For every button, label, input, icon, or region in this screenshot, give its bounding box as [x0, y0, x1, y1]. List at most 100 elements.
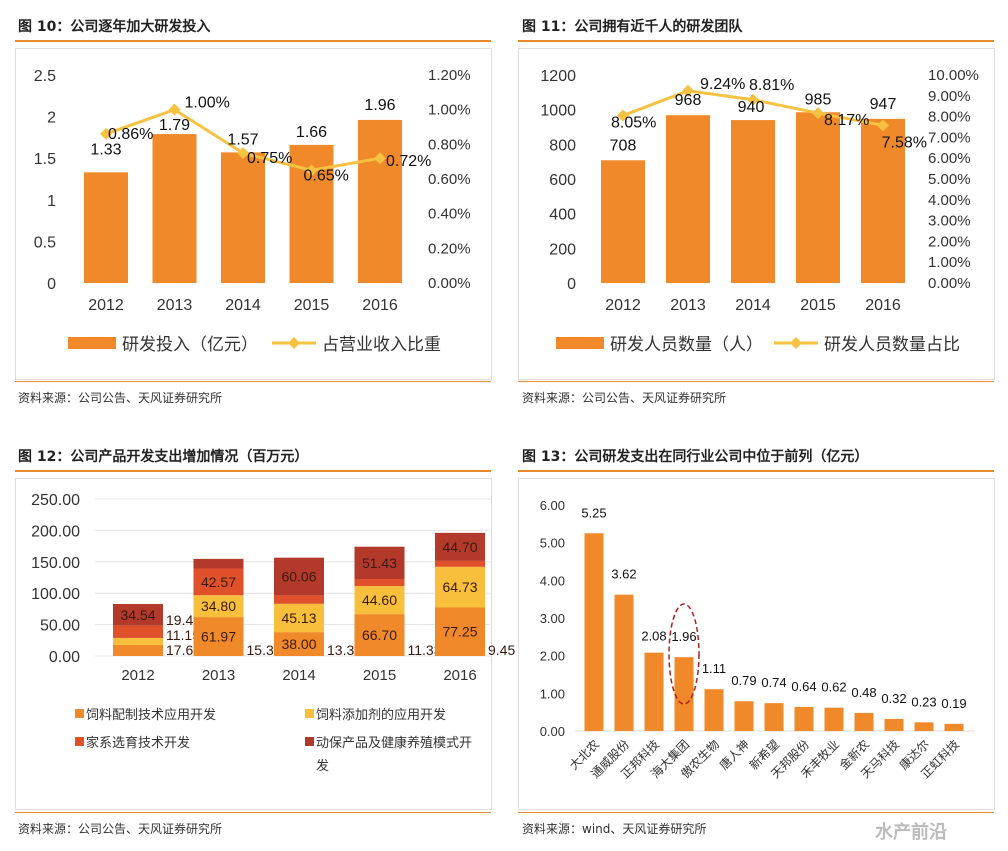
legend-label: 动保产品及健康养殖模式开 [316, 735, 472, 750]
legend-label: 饲料添加剂的应用开发 [316, 707, 446, 722]
bar [152, 134, 197, 283]
segment-data-label: 77.25 [442, 624, 477, 640]
bar-data-label: 985 [805, 91, 832, 108]
y-tick-label: 4.00 [540, 573, 565, 588]
bar-data-label: 5.25 [581, 505, 606, 520]
divider [15, 381, 491, 382]
bar-data-label: 1.96 [671, 629, 696, 644]
bar-data-label: 1.33 [90, 141, 121, 158]
segment-data-label: 15.32 [247, 642, 282, 658]
line-marker [168, 103, 181, 116]
legend-swatch-bar [68, 337, 116, 349]
stacked-bar-segment [274, 603, 324, 633]
legend-label-continued: 发 [316, 758, 329, 773]
bar [674, 657, 694, 731]
y-tick-label: 1.5 [34, 151, 56, 168]
y-tick-label: 2 [47, 110, 56, 127]
segment-data-label: 38.00 [281, 636, 316, 652]
x-tick-label: 2015 [800, 297, 836, 314]
segment-data-label: 64.73 [442, 579, 477, 595]
y-tick-label: 50.00 [40, 618, 80, 635]
stacked-bar-segment [354, 586, 405, 615]
segment-data-label: 11.15 [166, 627, 200, 643]
x-tick-label: 唐人神 [716, 737, 752, 773]
y2-tick-label: 1.20% [428, 67, 471, 84]
y2-tick-label: 3.00% [928, 213, 971, 230]
line-marker [237, 147, 249, 159]
bar [861, 118, 905, 283]
x-tick-label: 2014 [735, 297, 771, 314]
y-tick-label: 5.00 [540, 536, 565, 551]
x-tick-label: 2016 [443, 667, 476, 684]
figure-12-title: 图 12：公司产品开发支出增加情况（百万元） [18, 449, 309, 465]
bar [358, 119, 402, 283]
x-tick-label: 2016 [362, 297, 398, 314]
segment-data-label: 44.60 [362, 592, 397, 608]
figure-13-frame [518, 478, 995, 810]
segment-data-label: 34.54 [120, 607, 155, 623]
segment-data-label: 19.48 [166, 612, 201, 628]
highlight-ellipse [668, 603, 700, 705]
stacked-bar-segment [193, 568, 244, 596]
segment-data-label: 17.62 [166, 642, 201, 658]
stacked-bar-segment [435, 566, 485, 608]
y-tick-label: 800 [549, 137, 576, 154]
line-marker [305, 164, 318, 177]
segment-data-label: 61.97 [201, 629, 236, 645]
y2-tick-label: 5.00% [928, 171, 971, 188]
y-tick-label: 200 [549, 241, 576, 258]
bar-data-label: 0.19 [941, 696, 966, 711]
figure-10-source: 资料来源：公司公告、天风证券研究所 [18, 391, 223, 405]
line-data-label: 8.05% [611, 115, 656, 132]
line-marker [812, 107, 824, 120]
legend-marker [790, 337, 802, 349]
stacked-bar-segment [354, 578, 405, 587]
bar [601, 160, 645, 283]
legend-label: 饲料配制技术应用开发 [86, 707, 216, 722]
y-tick-label: 0 [567, 276, 576, 293]
y-tick-label: 150.00 [31, 555, 80, 572]
y-tick-label: 1.00 [540, 686, 565, 701]
bar-data-label: 0.74 [761, 675, 786, 690]
x-tick-label: 2013 [670, 297, 706, 314]
bar-data-label: 1.11 [702, 661, 726, 676]
stacked-bar-segment [113, 625, 163, 638]
line-marker [747, 93, 759, 106]
legend-swatch [75, 709, 84, 718]
legend-label: 研发人员数量（人） [610, 335, 763, 354]
y2-tick-label: 7.00% [928, 129, 971, 146]
stacked-bar-segment [435, 560, 485, 567]
y-tick-label: 0.00 [540, 724, 565, 739]
segment-data-label: 11.33 [408, 642, 442, 658]
bar [84, 172, 128, 283]
legend-swatch [75, 737, 84, 746]
bar [666, 115, 710, 283]
bar-data-label: 0.48 [851, 685, 876, 700]
line-data-label: 8.17% [824, 112, 869, 129]
y2-tick-label: 0.60% [428, 171, 471, 188]
legend-label: 家系选育技术开发 [86, 735, 190, 750]
y2-tick-label: 2.00% [928, 233, 971, 250]
line-data-label: 0.72% [386, 153, 431, 170]
bar [854, 712, 874, 731]
stacked-bar-segment [354, 546, 405, 579]
y2-tick-label: 4.00% [928, 192, 971, 209]
y-tick-label: 3.00 [540, 611, 565, 626]
legend-swatch [305, 737, 314, 746]
bar-data-label: 0.62 [821, 680, 846, 695]
bar-data-label: 2.08 [641, 629, 666, 644]
line-data-label: 9.24% [700, 76, 745, 93]
bar-data-label: 0.79 [731, 673, 756, 688]
legend-marker [288, 337, 300, 349]
y-tick-label: 1200 [540, 68, 576, 85]
segment-data-label: 45.13 [281, 610, 316, 626]
segment-data-label: 42.57 [201, 574, 236, 590]
bar [644, 652, 664, 731]
y2-tick-label: 1.00% [428, 102, 471, 119]
y-tick-label: 200.00 [31, 523, 80, 540]
bar [944, 723, 964, 731]
bar-data-label: 968 [675, 92, 702, 109]
divider [15, 812, 491, 813]
figure-13-source: 资料来源：wind、天风证券研究所 [522, 822, 707, 836]
